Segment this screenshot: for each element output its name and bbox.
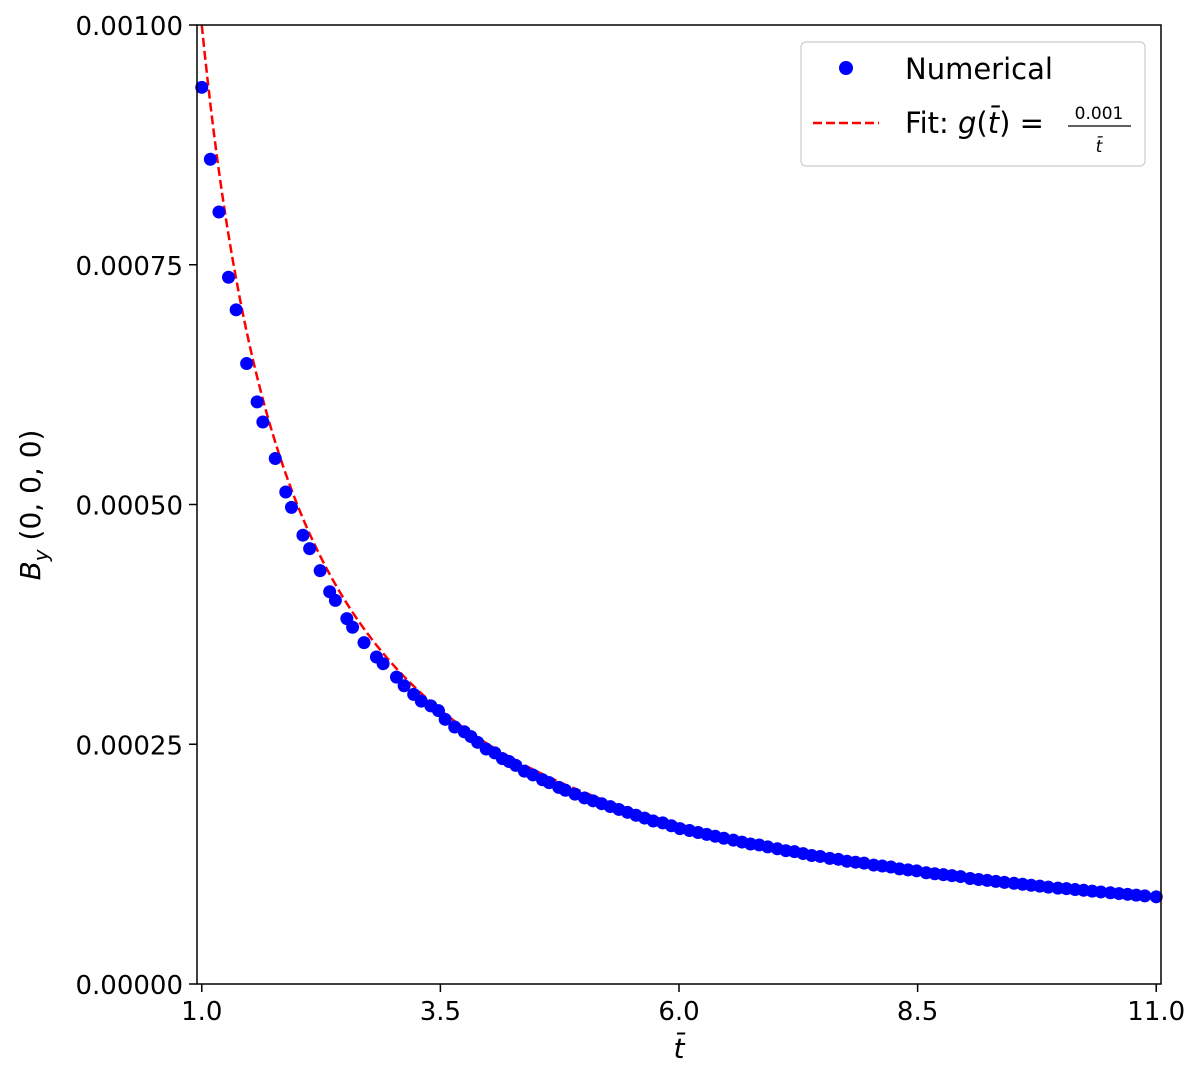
- y-tick-label: 0.00100: [75, 12, 183, 42]
- x-tick-label: 8.5: [897, 997, 938, 1027]
- y-tick-label: 0.00025: [75, 731, 183, 761]
- y-tick-label: 0.00075: [75, 252, 183, 282]
- data-point: [229, 303, 243, 317]
- data-point: [303, 542, 317, 556]
- data-point: [397, 679, 411, 693]
- data-points-layer: [195, 80, 1163, 904]
- data-point: [1041, 880, 1055, 894]
- data-point: [268, 451, 282, 465]
- legend-fraction-denominator: t̄: [1096, 135, 1104, 157]
- data-point: [376, 657, 390, 671]
- x-tick-label: 6.0: [658, 997, 699, 1027]
- data-point: [279, 485, 293, 499]
- legend-fraction-numerator: 0.001: [1075, 104, 1124, 124]
- data-point: [438, 712, 452, 726]
- data-point: [1149, 890, 1163, 904]
- x-axis-label: t̄: [674, 1031, 687, 1065]
- data-point: [212, 205, 226, 219]
- data-point: [240, 357, 254, 371]
- data-point: [296, 528, 310, 542]
- data-point: [389, 670, 403, 684]
- x-tick-label: 3.5: [420, 997, 461, 1027]
- x-tick-label: 11.0: [1127, 997, 1185, 1027]
- data-point: [250, 395, 264, 409]
- legend-label-numerical: Numerical: [905, 52, 1053, 86]
- data-point: [313, 564, 327, 578]
- y-tick-label: 0.00000: [75, 971, 183, 1001]
- data-point: [1138, 889, 1152, 903]
- data-point: [346, 620, 360, 634]
- data-point: [256, 415, 270, 429]
- data-point: [195, 80, 209, 94]
- legend-box: [800, 41, 1146, 167]
- plot-area: [197, 25, 1161, 984]
- legend-marker-numerical: [839, 61, 853, 75]
- data-point: [997, 875, 1011, 889]
- legend-label-fit: Fit: g(t̄) =: [905, 106, 1044, 140]
- x-axis-ticks: 1.0 3.5 6.0 8.5 11.0: [181, 984, 1185, 1027]
- y-axis-ticks: 0.00000 0.00025 0.00050 0.00075 0.00100: [75, 12, 197, 1001]
- data-point: [357, 636, 371, 650]
- data-point: [222, 270, 235, 284]
- data-point: [203, 152, 217, 166]
- legend: Numerical Fit: g(t̄) = 0.001 t̄: [800, 41, 1146, 167]
- x-tick-label: 1.0: [181, 997, 222, 1027]
- y-axis-label: By (0, 0, 0): [14, 430, 53, 581]
- data-point: [284, 500, 298, 514]
- y-tick-label: 0.00050: [75, 492, 183, 522]
- data-point: [1094, 885, 1108, 899]
- data-point: [328, 593, 342, 607]
